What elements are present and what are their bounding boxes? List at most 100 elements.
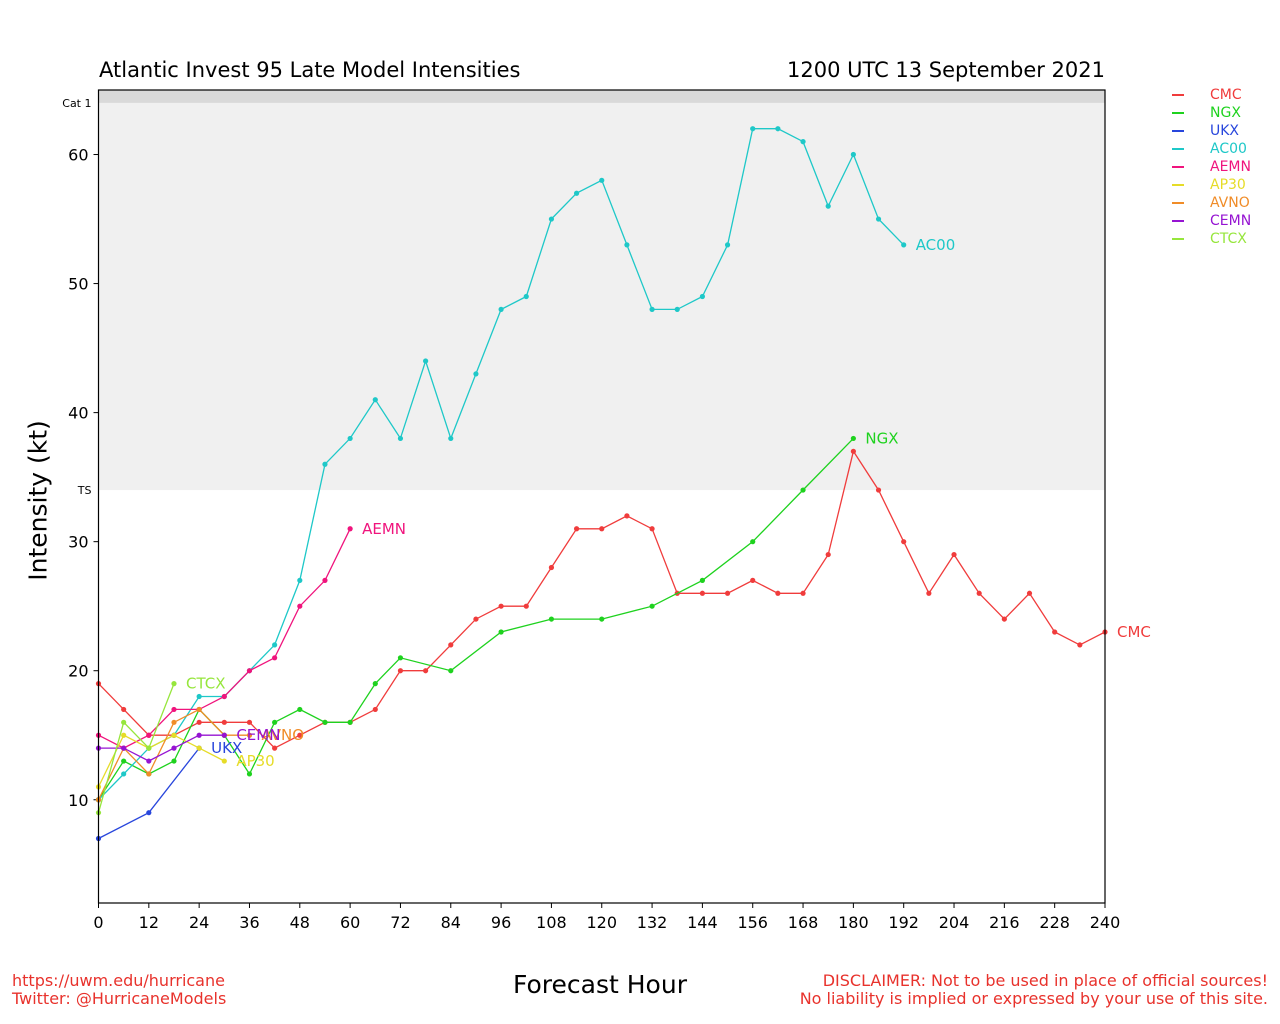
- data-point-ac00: [423, 358, 429, 364]
- series-lines: [95, 126, 1108, 842]
- data-point-cmc: [498, 603, 504, 609]
- x-tick-label: 72: [390, 913, 410, 932]
- x-tick-label: 156: [737, 913, 768, 932]
- data-point-cmc: [649, 526, 655, 532]
- disclaimer-line-2: No liability is implied or expressed by …: [799, 989, 1268, 1008]
- y-tick-label: 20: [68, 662, 88, 681]
- legend-item-aemn: AEMN: [1172, 158, 1251, 176]
- data-point-ac00: [397, 435, 404, 442]
- legend-item-ngx: NGX: [1172, 104, 1251, 122]
- data-point-cmc: [1077, 642, 1083, 648]
- data-point-ac00: [272, 642, 278, 648]
- legend-label: AEMN: [1210, 159, 1251, 175]
- legend-label: CTCX: [1210, 231, 1247, 247]
- data-point-cmc: [800, 590, 806, 596]
- series-ctcx: [95, 681, 177, 816]
- x-tick-label: 144: [687, 913, 718, 932]
- data-point-aemn: [272, 655, 278, 661]
- data-point-cmc: [850, 448, 856, 454]
- data-point-ctcx: [171, 681, 177, 687]
- legend-swatch: [1172, 148, 1184, 150]
- legend-item-ap30: AP30: [1172, 176, 1251, 194]
- data-point-ctcx: [146, 745, 152, 751]
- footer-twitter[interactable]: Twitter: @HurricaneModels: [12, 989, 227, 1008]
- series-line-cemn: [98, 734, 225, 762]
- footer-url[interactable]: https://uwm.edu/hurricane: [12, 971, 225, 990]
- data-point-ngx: [272, 719, 278, 725]
- band-cat-1: [98, 90, 1105, 103]
- data-point-cemn: [196, 732, 202, 738]
- data-point-ac00: [599, 177, 605, 183]
- data-point-aemn: [146, 732, 152, 738]
- data-point-ac00: [548, 216, 555, 222]
- data-point-cmc: [926, 590, 932, 596]
- data-point-cmc: [297, 732, 303, 738]
- legend-label: UKX: [1210, 123, 1240, 139]
- footer-credits: https://uwm.edu/hurricane Twitter: @Hurr…: [12, 972, 226, 1008]
- data-point-ngx: [548, 616, 555, 622]
- data-point-cmc: [699, 590, 706, 596]
- chart-title: Atlantic Invest 95 Late Model Intensitie…: [99, 58, 521, 82]
- band-label-ts: TS: [77, 484, 92, 497]
- data-point-ngx: [699, 577, 706, 583]
- x-tick-label: 24: [189, 913, 209, 932]
- data-point-cmc: [1052, 629, 1058, 635]
- legend-label: AVNO: [1210, 195, 1250, 211]
- legend-item-cemn: CEMN: [1172, 212, 1251, 230]
- data-point-ac00: [372, 397, 378, 403]
- legend-swatch: [1172, 112, 1184, 114]
- data-point-cmc: [548, 564, 555, 571]
- data-point-cmc: [724, 590, 731, 596]
- data-point-cemn: [171, 745, 177, 751]
- data-point-ngx: [171, 758, 177, 764]
- data-point-cmc: [599, 526, 605, 532]
- x-tick-label: 228: [1039, 913, 1070, 932]
- end-label-ngx: NGX: [865, 429, 898, 447]
- x-axis-label: Forecast Hour: [513, 970, 687, 999]
- data-point-ac00: [448, 435, 454, 442]
- end-label-ac00: AC00: [916, 236, 956, 254]
- data-point-ap30: [196, 745, 202, 751]
- data-point-aemn: [246, 668, 253, 674]
- x-tick-label: 60: [340, 913, 360, 932]
- data-point-ac00: [523, 293, 529, 300]
- legend-label: CEMN: [1210, 213, 1252, 229]
- data-point-ngx: [599, 616, 605, 622]
- end-label-ukx: UKX: [211, 739, 242, 757]
- data-point-cmc: [246, 719, 253, 725]
- x-tick-label: 180: [838, 913, 869, 932]
- data-point-cmc: [750, 577, 756, 583]
- y-tick-label: 60: [68, 146, 88, 165]
- data-point-ac00: [850, 151, 856, 158]
- band-ts: [98, 102, 1105, 491]
- legend-label: AC00: [1210, 141, 1247, 157]
- series-line-cmc: [98, 449, 1106, 749]
- data-point-ac00: [775, 126, 781, 132]
- data-point-cmc: [624, 513, 630, 519]
- legend-swatch: [1172, 94, 1184, 96]
- axis-ticks: 0 12 24 36 48 60 72 84 96 108 120 132 144 156 168 180 19…: [68, 146, 1120, 932]
- data-point-ngx: [448, 668, 454, 674]
- data-point-ap30: [121, 732, 127, 738]
- data-point-ac00: [473, 371, 479, 377]
- band-label-cat-1: Cat 1: [62, 97, 91, 110]
- data-point-cmc: [875, 487, 882, 493]
- series-ap30: [95, 732, 227, 790]
- data-point-ac00: [875, 216, 882, 222]
- data-point-cmc: [423, 668, 429, 674]
- legend-item-ac00: AC00: [1172, 140, 1251, 158]
- data-point-ac00: [699, 293, 706, 300]
- data-point-ac00: [573, 190, 580, 196]
- data-point-ac00: [624, 242, 630, 248]
- data-point-cmc: [976, 590, 982, 596]
- legend-label: NGX: [1210, 105, 1241, 121]
- data-point-ngx: [121, 758, 127, 764]
- legend-label: CMC: [1210, 87, 1242, 103]
- data-point-ac00: [674, 306, 680, 312]
- data-point-aemn: [297, 603, 303, 609]
- data-point-ac00: [724, 242, 731, 248]
- footer-disclaimer: DISCLAIMER: Not to be used in place of o…: [800, 972, 1268, 1008]
- data-point-ac00: [750, 126, 756, 132]
- x-tick-label: 96: [491, 913, 511, 932]
